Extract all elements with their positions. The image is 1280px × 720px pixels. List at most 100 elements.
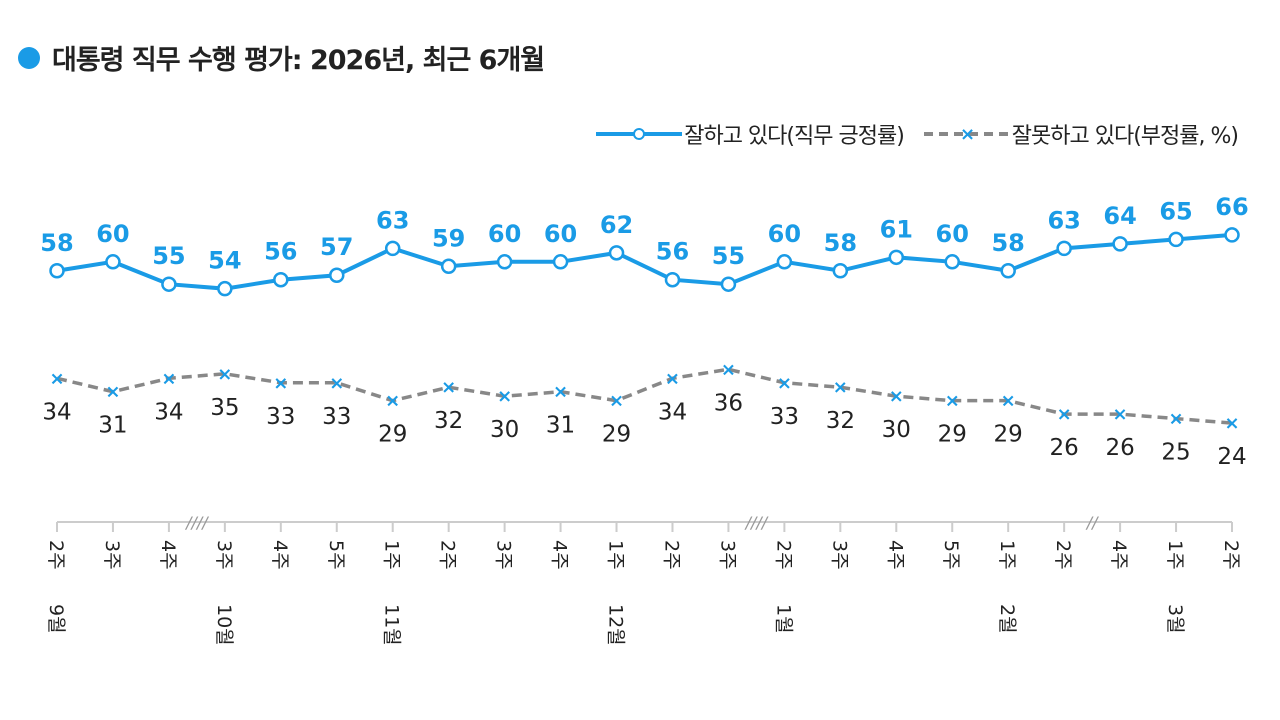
positive-point-marker: [944, 254, 960, 270]
positive-data-label: 63: [1047, 206, 1080, 234]
positive-point-marker: [608, 245, 625, 261]
positive-point-marker: [440, 258, 457, 275]
negative-point-marker: ×: [1113, 404, 1128, 425]
x-tick-label-week: 2주: [45, 540, 67, 570]
negative-point-marker: ×: [161, 368, 176, 389]
positive-point-marker: [888, 249, 905, 266]
negative-series-line: [56, 367, 1233, 425]
negative-data-label: 29: [994, 422, 1023, 448]
negative-point-marker: ×: [273, 373, 288, 394]
negative-data-label: 30: [882, 417, 911, 443]
negative-data-label: 26: [1050, 435, 1079, 461]
positive-data-label: 60: [768, 220, 801, 248]
positive-data-label: 63: [376, 206, 409, 234]
negative-data-label: 31: [98, 413, 127, 439]
axis-break-mark: //: [1085, 513, 1099, 532]
axis-break-mark: ////: [184, 513, 209, 532]
negative-data-label: 24: [1217, 444, 1246, 470]
x-tick-label-month: 1월: [772, 604, 794, 634]
positive-point-marker: [105, 254, 121, 270]
positive-point-marker: [384, 240, 401, 257]
x-tick-label-week: 4주: [549, 540, 571, 570]
negative-data-label: 33: [266, 404, 295, 430]
positive-point-marker: [496, 254, 513, 270]
legend-negative-swatch: ×: [923, 124, 1010, 144]
legend-positive-swatch: [596, 128, 683, 140]
positive-data-label: 65: [1159, 197, 1192, 225]
positive-point-marker: [552, 254, 569, 270]
negative-data-label: 29: [378, 422, 407, 448]
x-tick-label-week: 3주: [101, 540, 123, 570]
positive-data-label: 60: [488, 220, 521, 248]
positive-point-marker: [329, 267, 345, 283]
negative-point-marker: ×: [329, 373, 344, 394]
negative-point-marker: ×: [49, 368, 64, 389]
x-tick-label-week: 4주: [1108, 540, 1130, 570]
positive-series-line: [56, 232, 1233, 291]
positive-data-label: 60: [96, 220, 129, 248]
negative-point-marker: ×: [1001, 391, 1016, 412]
negative-point-marker: ×: [1224, 413, 1239, 434]
positive-point-marker: [1168, 231, 1184, 248]
x-tick-label-week: 2주: [660, 540, 682, 570]
positive-point-marker: [832, 263, 849, 279]
x-tick-label-month: 12월: [605, 604, 627, 646]
positive-data-label: 58: [40, 229, 73, 257]
x-tick-label-week: 3주: [213, 540, 235, 570]
negative-data-label: 30: [490, 417, 519, 443]
x-tick-label-week: 2주: [1220, 540, 1242, 570]
positive-point-marker: [1112, 236, 1128, 252]
title-bullet-icon: [18, 46, 40, 69]
negative-point-marker: ×: [441, 377, 456, 398]
negative-data-label: 32: [826, 408, 855, 434]
positive-point-marker: [720, 276, 737, 292]
negative-data-label: 25: [1161, 440, 1190, 466]
positive-data-label: 58: [991, 229, 1024, 257]
positive-data-label: 56: [656, 238, 689, 266]
negative-data-label: 33: [322, 404, 351, 430]
x-tick-label-week: 1주: [996, 540, 1018, 570]
x-tick-label-week: 1주: [605, 540, 627, 570]
legend: 잘하고 있다(직무 긍정률) × 잘못하고 있다(부정률, %): [594, 118, 1239, 150]
negative-point-marker: ×: [609, 391, 624, 412]
chart-title-text: 대통령 직무 수행 평가: 2026년, 최근 6개월: [52, 45, 545, 76]
legend-positive-label: 잘하고 있다(직무 긍정률): [684, 124, 905, 149]
negative-data-label: 26: [1105, 435, 1134, 461]
negative-data-label: 36: [714, 390, 743, 416]
positive-point-marker: [273, 271, 289, 288]
negative-data-label: 29: [602, 422, 631, 448]
positive-point-marker: [1224, 227, 1240, 243]
x-tick-label-week: 1주: [381, 540, 403, 570]
x-tick-label-week: 2주: [1052, 540, 1074, 570]
positive-data-label: 60: [936, 220, 969, 248]
negative-point-marker: ×: [385, 391, 400, 412]
negative-data-label: 32: [434, 408, 463, 434]
positive-data-label: 55: [152, 242, 185, 270]
negative-point-marker: ×: [945, 391, 960, 412]
negative-point-marker: ×: [665, 368, 680, 389]
axis-break-mark: ////: [744, 513, 769, 532]
negative-point-marker: ×: [217, 364, 232, 385]
positive-point-marker: [664, 271, 681, 288]
negative-point-marker: ×: [889, 386, 904, 407]
positive-point-marker: [1000, 263, 1016, 279]
negative-data-label: 33: [770, 404, 799, 430]
positive-data-label: 60: [544, 220, 577, 248]
negative-data-label: 31: [546, 413, 575, 439]
x-tick-label-month: 10월: [213, 604, 235, 646]
negative-data-label: 35: [210, 395, 239, 421]
x-tick-label-week: 2주: [772, 540, 794, 570]
positive-point-marker: [217, 280, 233, 297]
positive-data-label: 61: [880, 215, 913, 243]
negative-point-marker: ×: [721, 359, 736, 380]
negative-data-label: 34: [154, 399, 183, 425]
positive-data-label: 54: [208, 247, 241, 275]
positive-data-label: 59: [432, 224, 465, 252]
x-tick-label-week: 2주: [437, 540, 459, 570]
positive-data-label: 55: [712, 242, 745, 270]
x-tick-label-week: 5주: [940, 540, 962, 570]
negative-point-marker: ×: [497, 386, 512, 407]
x-tick-label-week: 3주: [716, 540, 738, 570]
x-tick-label-week: 5주: [325, 540, 347, 570]
positive-point-marker: [49, 263, 65, 279]
